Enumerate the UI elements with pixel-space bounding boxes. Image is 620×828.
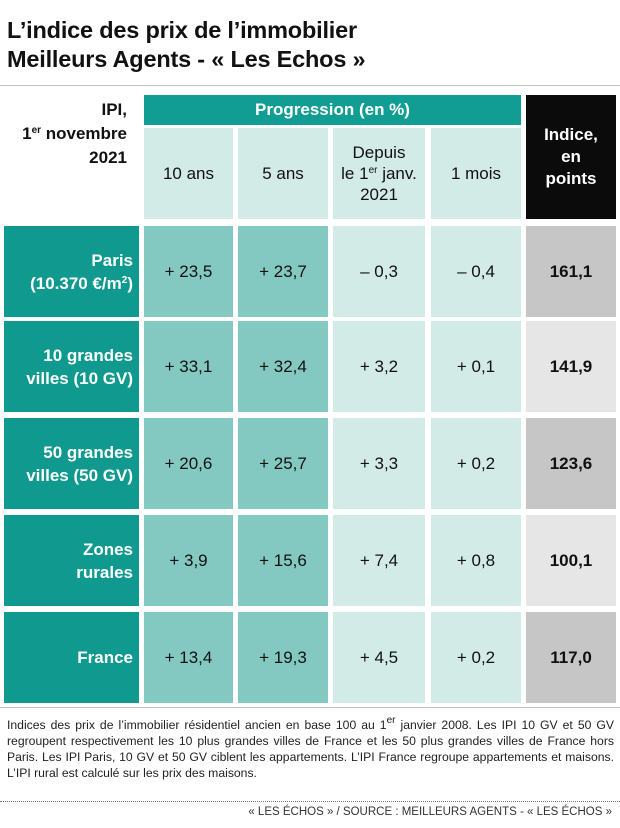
table-cell: + 0,1 <box>431 321 521 412</box>
source-divider <box>0 801 620 802</box>
table-cell: + 19,3 <box>238 612 328 703</box>
table-cell: + 32,4 <box>238 321 328 412</box>
footnote-divider <box>0 707 620 708</box>
source-credit: « LES ÉCHOS » / SOURCE : MEILLEURS AGENT… <box>248 806 612 818</box>
column-header-1-mois: 1 mois <box>431 128 521 219</box>
table-cell: + 0,2 <box>431 418 521 509</box>
table-cell: + 0,2 <box>431 612 521 703</box>
page-title: L’indice des prix de l’immobilier Meille… <box>7 16 613 74</box>
row-label: 50 grandes villes (50 GV) <box>4 418 139 509</box>
index-cell: 100,1 <box>526 515 616 606</box>
row-label: Zones rurales <box>4 515 139 606</box>
table-cell: + 3,3 <box>333 418 425 509</box>
title-line-1: L’indice des prix de l’immobilier <box>7 17 357 43</box>
table-cell: + 3,2 <box>333 321 425 412</box>
column-header-5-ans: 5 ans <box>238 128 328 219</box>
table-cell: + 13,4 <box>144 612 233 703</box>
table-cell: + 7,4 <box>333 515 425 606</box>
index-cell: 161,1 <box>526 226 616 317</box>
table-cell: + 3,9 <box>144 515 233 606</box>
column-header-10-ans: 10 ans <box>144 128 233 219</box>
table-cell: + 20,6 <box>144 418 233 509</box>
index-cell: 117,0 <box>526 612 616 703</box>
table-cell: – 0,3 <box>333 226 425 317</box>
row-label: Paris (10.370 €/m2) <box>4 226 139 317</box>
table-cell: + 23,7 <box>238 226 328 317</box>
index-cell: 123,6 <box>526 418 616 509</box>
table-cell: + 25,7 <box>238 418 328 509</box>
progression-header: Progression (en %) <box>144 95 521 125</box>
index-cell: 141,9 <box>526 321 616 412</box>
title-line-2: Meilleurs Agents - « Les Echos » <box>7 46 366 72</box>
table-cell: + 0,8 <box>431 515 521 606</box>
column-header-depuis-janvier: Depuis le 1er janv. 2021 <box>333 128 425 219</box>
table-cell: + 23,5 <box>144 226 233 317</box>
table-cell: + 15,6 <box>238 515 328 606</box>
row-label: 10 grandes villes (10 GV) <box>4 321 139 412</box>
table-cell: + 33,1 <box>144 321 233 412</box>
column-header-indice: Indice, en points <box>526 95 616 219</box>
table-cell: + 4,5 <box>333 612 425 703</box>
top-divider <box>0 85 620 86</box>
ipi-label-line-2: 1er novembre <box>22 124 127 143</box>
table-cell: – 0,4 <box>431 226 521 317</box>
footnote: Indices des prix de l’immobilier résiden… <box>7 715 614 781</box>
row-label: France <box>4 612 139 703</box>
ipi-label-line-1: IPI, <box>101 100 127 119</box>
ipi-date-label: IPI, 1er novembre 2021 <box>22 98 127 170</box>
ipi-label-line-3: 2021 <box>89 148 127 167</box>
